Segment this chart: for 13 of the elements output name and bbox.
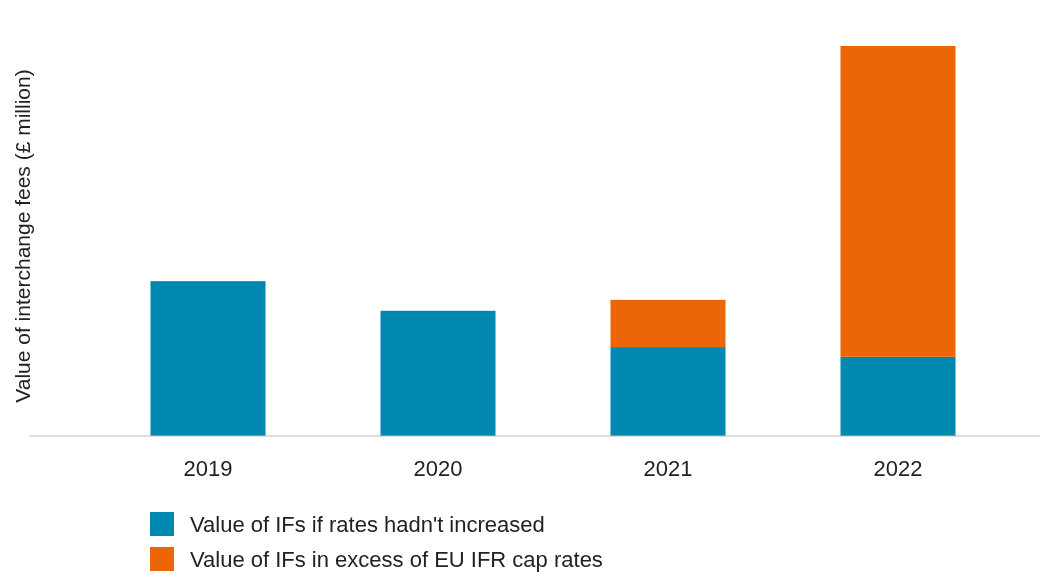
bar [610, 299, 726, 348]
bar [610, 347, 726, 436]
x-tick-label: 2021 [643, 456, 693, 481]
bar [840, 356, 956, 436]
legend-label: Value of IFs if rates hadn't increased [190, 512, 545, 537]
x-tick-label: 2020 [413, 456, 463, 481]
x-tick-label: 2022 [873, 456, 923, 481]
bar [380, 310, 496, 436]
y-axis-title: Value of interchange fees (£ million) [11, 69, 34, 403]
x-tick-label: 2019 [183, 456, 233, 481]
legend-label: Value of IFs in excess of EU IFR cap rates [190, 547, 603, 572]
bar [840, 46, 956, 357]
bar [150, 281, 266, 436]
